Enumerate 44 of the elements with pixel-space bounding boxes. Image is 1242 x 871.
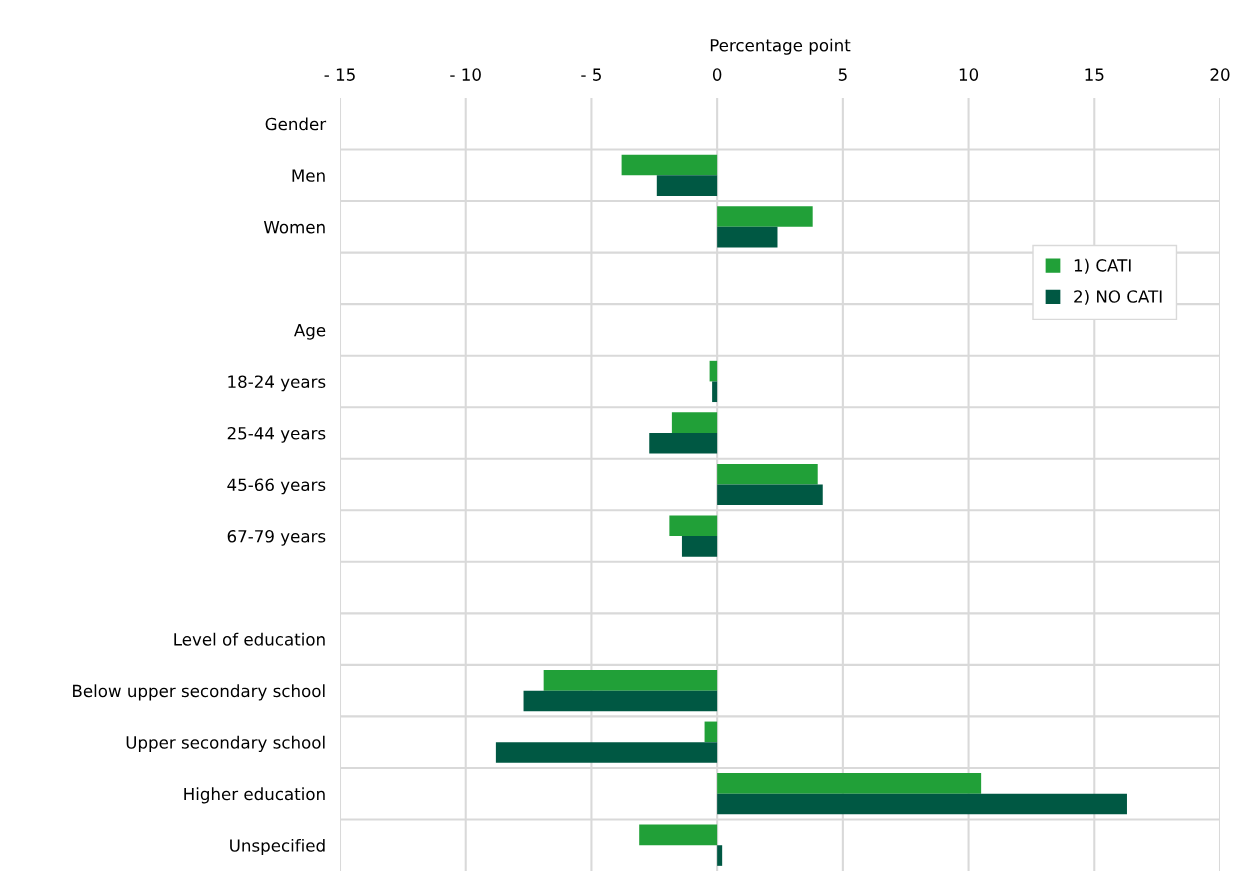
bar [717,793,1127,815]
x-axis-title: Percentage point [710,38,851,55]
bar [717,484,823,506]
y-tick-label: Men [292,169,325,182]
bar [681,536,718,557]
bar [717,206,813,227]
bar [717,773,982,794]
bar [656,175,718,196]
legend-label: 2) NO CATI [1074,289,1162,305]
bar [543,670,718,691]
y-tick-label: 18-24 years [228,375,326,392]
y-tick-label: Age [294,324,326,340]
x-tick-label: 15 [1085,68,1104,81]
bar [717,463,818,485]
legend-label: 1) CATI [1074,258,1131,274]
x-tick-label: - 15 [324,68,355,81]
x-tick-label: - 5 [581,68,601,81]
y-tick-label: 45-66 years [227,478,326,495]
bar [717,226,778,248]
bar [639,824,718,846]
x-tick-label: - 10 [450,68,481,81]
bar [523,690,718,712]
x-tick-label: 10 [959,68,979,81]
bar [649,432,718,454]
y-tick-label: Higher education [184,787,325,804]
y-tick-label: Gender [265,117,327,131]
x-tick-label: 20 [1210,68,1230,81]
bar [709,360,718,382]
bar [621,154,718,176]
y-tick-label: 25-44 years [227,426,326,443]
bar [717,845,723,866]
y-tick-label: 67-79 years [227,530,326,546]
bar [671,412,718,433]
bar [669,515,718,537]
y-tick-label: Below upper secondary school [73,684,325,701]
bar [712,381,718,403]
bar [495,742,718,763]
y-tick-label: Upper secondary school [126,735,325,752]
bar [704,721,718,743]
y-tick-label: Women [263,221,325,234]
x-tick-label: 5 [838,68,847,81]
y-tick-label: Level of education [174,632,325,646]
x-tick-label: 0 [712,68,722,81]
y-tick-label: Unspecified [230,838,325,856]
